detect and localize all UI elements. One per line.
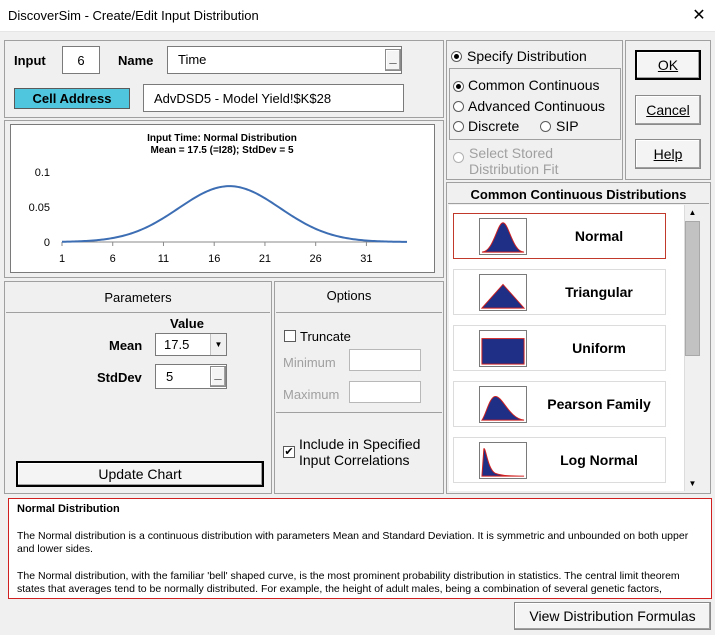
description-title: Normal Distribution bbox=[17, 503, 120, 515]
distribution-list-header: Common Continuous Distributions bbox=[470, 187, 687, 202]
input-number-field[interactable]: 6 bbox=[62, 46, 100, 74]
dist-card-normal[interactable]: Normal bbox=[453, 213, 666, 259]
correlations-divider bbox=[276, 412, 442, 413]
dist-name-uniform: Uniform bbox=[572, 340, 626, 356]
discrete-label: Discrete bbox=[468, 118, 520, 134]
mean-label: Mean bbox=[109, 338, 143, 353]
dist-card-uniform[interactable]: Uniform bbox=[453, 325, 666, 371]
chart-title: Input Time: Normal Distribution bbox=[147, 133, 297, 144]
discrete-radio[interactable] bbox=[453, 121, 464, 132]
description-para1: The Normal distribution is a continuous … bbox=[17, 530, 689, 555]
normal-thumbnail bbox=[479, 218, 527, 255]
mean-value: 17.5 bbox=[164, 337, 190, 352]
dist-name-log-normal: Log Normal bbox=[560, 452, 638, 468]
specify-distribution-radio[interactable] bbox=[451, 51, 462, 62]
normal-curve-line bbox=[61, 185, 408, 243]
parameters-panel bbox=[4, 281, 272, 494]
name-field[interactable]: Time bbox=[167, 46, 402, 74]
x-tick-label: 11 bbox=[158, 253, 169, 265]
include-correlations-line2: Input Correlations bbox=[299, 452, 410, 468]
include-correlations-checkbox[interactable]: ✔ bbox=[283, 446, 295, 458]
advanced-continuous-label: Advanced Continuous bbox=[468, 98, 605, 114]
mean-select[interactable]: 17.5 bbox=[155, 333, 227, 356]
dist-card-log-normal[interactable]: Log Normal bbox=[453, 437, 666, 483]
maximum-label: Maximum bbox=[283, 387, 340, 402]
x-tick-label: 16 bbox=[208, 253, 220, 265]
mean-dropdown-arrow[interactable]: ▼ bbox=[210, 334, 226, 355]
help-button[interactable]: Help bbox=[635, 139, 701, 169]
value-header: Value bbox=[170, 316, 204, 331]
stddev-label: StdDev bbox=[97, 370, 142, 385]
close-button[interactable]: ✕ bbox=[692, 7, 706, 24]
help-label: Help bbox=[653, 146, 683, 162]
pearson-thumbnail bbox=[479, 386, 527, 423]
name-label: Name bbox=[118, 53, 154, 68]
scroll-thumb[interactable] bbox=[685, 221, 700, 356]
specify-distribution-label: Specify Distribution bbox=[467, 48, 587, 64]
y-tick-label: 0 bbox=[44, 237, 50, 249]
chart-subtitle: Mean = 17.5 (=I28); StdDev = 5 bbox=[150, 145, 294, 156]
include-correlations-label: Include in Specified Input Correlations bbox=[299, 436, 420, 468]
parameters-divider bbox=[6, 312, 270, 313]
stored-fit-line1: Select Stored bbox=[469, 145, 554, 161]
y-tick-label: 0.1 bbox=[35, 167, 50, 179]
stored-fit-line2: Distribution Fit bbox=[469, 161, 559, 177]
parameters-header: Parameters bbox=[104, 290, 172, 305]
distribution-chart: Input Time: Normal Distribution Mean = 1… bbox=[29, 133, 408, 265]
x-tick-label: 1 bbox=[59, 253, 65, 265]
window-title: DiscoverSim - Create/Edit Input Distribu… bbox=[8, 8, 259, 23]
dist-card-triangular[interactable]: Triangular bbox=[453, 269, 666, 315]
chart-frame bbox=[10, 124, 435, 273]
stored-fit-radio[interactable] bbox=[453, 152, 464, 163]
x-tick-label: 6 bbox=[110, 253, 116, 265]
maximum-field[interactable] bbox=[349, 381, 421, 403]
ok-button[interactable]: OK bbox=[635, 50, 701, 80]
description-para2: The Normal distribution, with the famili… bbox=[17, 570, 680, 595]
stddev-ellipsis-button[interactable]: _ bbox=[210, 366, 226, 387]
sip-radio[interactable] bbox=[540, 121, 551, 132]
sip-label: SIP bbox=[556, 118, 579, 134]
x-tick-label: 21 bbox=[259, 253, 271, 265]
title-bar: DiscoverSim - Create/Edit Input Distribu… bbox=[0, 0, 715, 32]
cancel-label: Cancel bbox=[646, 102, 690, 118]
x-tick-label: 26 bbox=[310, 253, 322, 265]
triangular-thumbnail bbox=[479, 274, 527, 311]
ok-label: OK bbox=[657, 57, 679, 73]
cell-address-field[interactable]: AdvDSD5 - Model Yield!$K$28 bbox=[143, 84, 404, 112]
x-tick-label: 31 bbox=[360, 253, 372, 265]
cell-address-button[interactable]: Cell Address bbox=[14, 88, 130, 109]
minimum-field[interactable] bbox=[349, 349, 421, 371]
log-normal-thumbnail bbox=[479, 442, 527, 479]
truncate-label: Truncate bbox=[300, 329, 351, 344]
view-formulas-button[interactable]: View Distribution Formulas bbox=[514, 602, 711, 630]
common-continuous-label: Common Continuous bbox=[468, 77, 600, 93]
dist-name-normal: Normal bbox=[574, 228, 624, 244]
name-ellipsis-button[interactable]: _ bbox=[385, 49, 401, 71]
distribution-list-divider bbox=[448, 203, 709, 204]
include-correlations-line1: Include in Specified bbox=[299, 436, 421, 452]
options-divider bbox=[276, 312, 442, 313]
stored-fit-label: Select Stored Distribution Fit bbox=[469, 145, 558, 177]
uniform-thumbnail bbox=[479, 330, 527, 367]
cancel-button[interactable]: Cancel bbox=[635, 95, 701, 125]
dist-card-pearson[interactable]: Pearson Family bbox=[453, 381, 666, 427]
scroll-down-button[interactable]: ▼ bbox=[688, 479, 697, 488]
dist-name-triangular: Triangular bbox=[565, 284, 633, 300]
input-label: Input bbox=[14, 53, 46, 68]
common-continuous-radio[interactable] bbox=[453, 81, 464, 92]
minimum-label: Minimum bbox=[283, 355, 336, 370]
options-header: Options bbox=[326, 288, 372, 303]
advanced-continuous-radio[interactable] bbox=[453, 101, 464, 112]
truncate-checkbox[interactable] bbox=[284, 330, 296, 342]
update-chart-button[interactable]: Update Chart bbox=[16, 461, 264, 487]
scroll-up-button[interactable]: ▲ bbox=[688, 208, 697, 217]
y-tick-label: 0.05 bbox=[29, 202, 50, 214]
dist-name-pearson-family: Pearson Family bbox=[547, 396, 651, 412]
description-box bbox=[8, 498, 712, 599]
common-group-box bbox=[449, 68, 621, 140]
